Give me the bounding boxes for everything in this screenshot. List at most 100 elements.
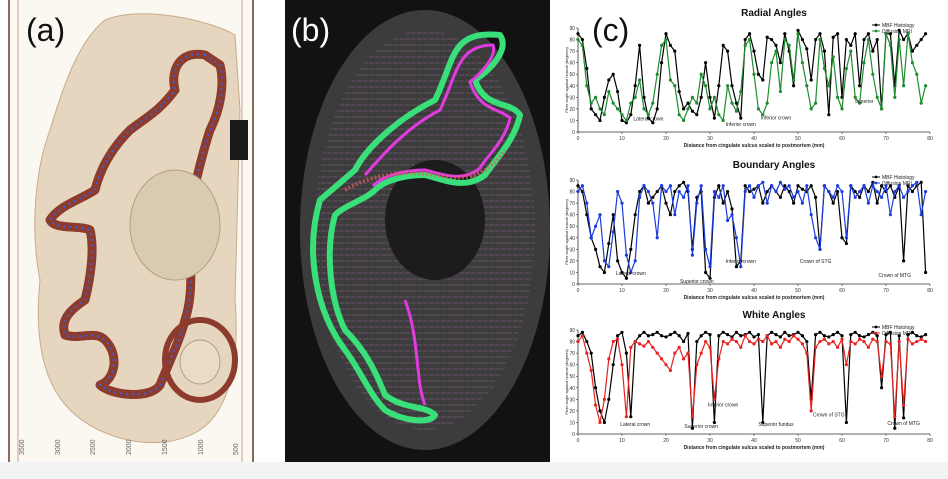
data-point — [633, 259, 637, 263]
y-tick-label: 20 — [569, 107, 575, 113]
data-point — [642, 95, 646, 99]
annotation-label: Inferior crown — [761, 115, 792, 121]
data-point — [809, 78, 813, 82]
annotation-label: Crown of STG — [800, 259, 832, 265]
annotation-label: Crown of MTG — [887, 421, 920, 427]
data-point — [589, 101, 593, 105]
data-point — [752, 195, 756, 199]
data-point — [836, 32, 840, 36]
data-point — [589, 107, 593, 111]
data-point — [831, 201, 835, 205]
data-point — [673, 330, 677, 334]
data-point — [642, 107, 646, 111]
data-point — [915, 339, 919, 344]
data-point — [866, 189, 870, 194]
data-point — [888, 213, 892, 217]
data-point — [638, 334, 642, 338]
data-point — [924, 32, 928, 36]
data-point — [690, 415, 694, 419]
data-point — [902, 259, 906, 263]
data-point — [668, 78, 672, 82]
data-point — [664, 189, 668, 194]
data-point — [677, 113, 681, 117]
data-point — [686, 101, 690, 105]
data-point — [721, 339, 725, 344]
data-point — [682, 180, 686, 184]
data-point — [906, 32, 910, 36]
annotation-label: Superior crown — [684, 424, 718, 430]
data-point — [638, 195, 642, 199]
data-point — [708, 107, 712, 111]
data-point — [888, 342, 892, 346]
y-tick-label: 10 — [569, 118, 575, 124]
data-point — [726, 218, 730, 223]
data-point — [633, 95, 637, 99]
data-point — [624, 351, 628, 355]
data-point — [633, 213, 637, 217]
data-point — [668, 213, 672, 217]
data-point — [875, 339, 879, 344]
data-point — [849, 333, 853, 337]
y-tick-label: 70 — [569, 201, 575, 207]
data-point — [752, 72, 756, 76]
chart-title: Radial Angles — [741, 8, 807, 19]
tissue-dark-edge — [230, 120, 248, 160]
data-point — [893, 189, 897, 194]
data-point — [585, 84, 589, 88]
data-point — [752, 342, 756, 346]
data-point — [783, 330, 787, 334]
data-point — [594, 403, 598, 407]
data-point — [602, 420, 606, 425]
data-point — [712, 116, 716, 120]
data-point — [884, 184, 888, 188]
data-point — [822, 66, 826, 71]
data-point — [910, 61, 914, 65]
data-point — [580, 43, 584, 47]
data-point — [818, 247, 822, 251]
data-point — [880, 195, 884, 199]
data-point — [743, 334, 747, 338]
data-point — [651, 195, 655, 199]
x-axis-label: Distance from cingulate sulcus scaled to… — [684, 143, 825, 149]
data-point — [862, 184, 866, 188]
x-tick-label: 0 — [577, 438, 580, 444]
data-point — [664, 32, 668, 36]
data-point — [814, 236, 818, 240]
y-tick-label: 50 — [569, 72, 575, 78]
data-point — [880, 184, 884, 188]
data-point — [690, 253, 694, 257]
y-tick-label: 50 — [569, 224, 575, 230]
data-point — [682, 107, 686, 111]
data-point — [717, 334, 721, 338]
data-point — [726, 333, 730, 337]
data-point — [717, 84, 721, 88]
data-point — [796, 189, 800, 194]
data-point — [704, 339, 708, 344]
data-point — [866, 201, 870, 205]
data-point — [602, 259, 606, 263]
data-point — [853, 330, 857, 334]
data-point — [897, 28, 901, 32]
data-point — [717, 195, 721, 199]
data-point — [734, 236, 738, 240]
data-point — [677, 189, 681, 194]
page-bottom-strip — [0, 462, 948, 479]
x-tick-label: 60 — [839, 136, 845, 142]
data-point — [814, 333, 818, 337]
ruler-tick-label: 2500 — [90, 439, 97, 455]
data-point — [770, 61, 774, 65]
data-point — [717, 357, 721, 361]
data-point — [668, 43, 672, 47]
data-point — [638, 78, 642, 82]
data-point — [906, 184, 910, 188]
data-point — [739, 334, 743, 338]
data-point — [836, 345, 840, 349]
gray-white-boundary-green — [310, 31, 523, 424]
data-point — [730, 337, 734, 341]
panel-b-diffusion-mri: (b) — [285, 0, 550, 462]
data-point — [712, 420, 716, 425]
hippocampus-region — [162, 317, 238, 403]
y-tick-label: 20 — [569, 409, 575, 415]
data-point — [805, 351, 809, 355]
